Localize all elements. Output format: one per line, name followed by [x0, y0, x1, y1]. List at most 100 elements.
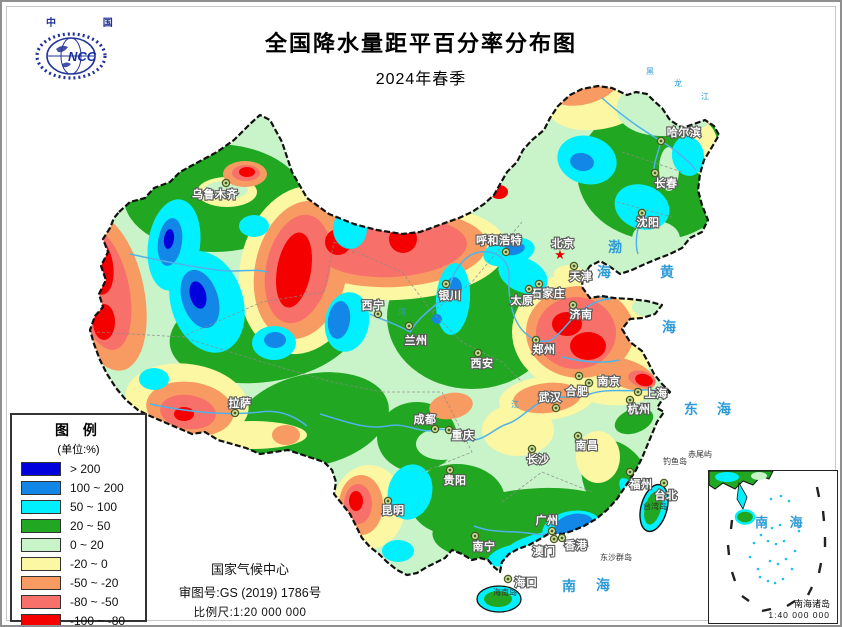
city-dot-center: [636, 390, 640, 394]
circle-gfx: [763, 521, 767, 525]
legend-row: -80 ~ -50: [12, 592, 145, 611]
sea-label: 黄: [660, 264, 674, 280]
minor-island-label: 海南岛: [493, 587, 517, 597]
path-gfx: [561, 356, 621, 363]
minor-island-label: 东沙群岛: [600, 552, 632, 562]
inset-peninsula: [736, 481, 748, 510]
river-name-label: 龙: [674, 78, 682, 88]
circle-gfx: [787, 499, 791, 503]
river-name-label: 河: [398, 307, 406, 317]
circle-gfx: [759, 533, 763, 537]
circle-gfx: [769, 497, 773, 501]
circle-gfx: [779, 494, 783, 498]
river-name-label: 江: [511, 400, 519, 409]
ellipse-gfx: [409, 464, 505, 536]
ellipse-gfx: [163, 229, 175, 249]
circle-gfx: [766, 539, 770, 543]
legend-swatch: [21, 556, 61, 571]
city-dot-center: [653, 171, 657, 175]
ellipse-gfx: [539, 64, 555, 84]
ellipse-gfx: [614, 184, 670, 230]
city-label: 石家庄: [530, 286, 566, 300]
capital-label: 北京: [552, 236, 575, 250]
minor-island-label: 钓鱼岛: [663, 456, 687, 466]
city-label: 郑州: [533, 342, 556, 356]
zone-yellow-small: [554, 265, 584, 283]
inset-sea-label: 南 海: [755, 515, 812, 530]
city-dot-center: [577, 374, 581, 378]
credit-scale: 比例尺:1:20 000 000: [193, 607, 307, 619]
city-dot-center: [376, 312, 380, 316]
circle-gfx: [793, 549, 797, 553]
legend-unit: (单位:%): [57, 444, 100, 456]
capital-star-icon: ★: [554, 247, 566, 262]
city-dot-center: [476, 351, 480, 355]
city-dot-center: [473, 534, 477, 538]
ellipse-gfx: [189, 281, 207, 309]
city-label: 长春: [655, 176, 678, 190]
sea-label: 海: [662, 319, 676, 335]
legend-box: 图 例 (单位:%) > 200 100 ~ 200 50 ~ 100 20 ~…: [10, 413, 147, 625]
city-label: 哈尔滨: [667, 125, 702, 139]
city-dot-center: [572, 264, 576, 268]
legend-label: 100 ~ 200: [70, 480, 124, 495]
inset-hainan: [734, 509, 756, 525]
south-china-sea-inset: 南 海 南海诸岛 1:40 000 000: [708, 470, 838, 624]
city-label: 太原: [510, 293, 534, 307]
legend-row: 50 ~ 100: [12, 497, 145, 516]
ellipse-gfx: [671, 136, 705, 176]
city-label: 拉萨: [229, 396, 252, 410]
path-gfx: [149, 403, 308, 427]
city-label: 上海: [645, 386, 668, 400]
sea-label: 东: [684, 401, 698, 417]
city-dot-center: [233, 411, 237, 415]
logo-continent-2: [62, 62, 71, 68]
city-dot-center: [552, 537, 556, 541]
legend-label: -100 ~ -80: [70, 613, 126, 627]
city-label: 南宁: [473, 539, 496, 553]
ellipse-gfx: [416, 428, 468, 460]
map-credits: 国家气候中心 审图号:GS (2019) 1786号 比例尺:1:20 000 …: [152, 559, 348, 620]
sea-label: 南: [562, 578, 576, 594]
zone-darkblue: [163, 229, 207, 309]
ellipse-gfx: [482, 404, 554, 456]
ellipse-gfx: [387, 464, 433, 520]
city-dot-center: [662, 481, 666, 485]
legend-row: 100 ~ 200: [12, 478, 145, 497]
circle-gfx: [768, 559, 772, 563]
city-dot-center: [571, 303, 575, 307]
path-gfx: [96, 241, 335, 338]
logo-continent: [56, 45, 68, 53]
china-boundary: [88, 84, 721, 577]
inset-scale: 1:40 000 000: [768, 610, 830, 620]
city-label: 西宁: [362, 298, 385, 312]
path-gfx: [129, 253, 268, 273]
city-label: 天津: [570, 269, 593, 283]
city-dot-center: [504, 250, 508, 254]
ellipse-gfx: [239, 167, 255, 177]
minor-island-label: 赤尾屿: [688, 450, 712, 459]
city-label: 澳门: [533, 544, 556, 558]
inset-caption: 南海诸岛: [794, 598, 830, 609]
ellipse-gfx: [614, 407, 654, 435]
ellipse-gfx: [264, 332, 286, 348]
city-label: 福州: [629, 477, 653, 491]
circle-gfx: [432, 314, 442, 324]
ellipse-gfx: [239, 215, 269, 237]
logo-acronym: NCC: [68, 49, 97, 64]
legend-swatch: [21, 480, 61, 495]
legend-label: -20 ~ 0: [70, 556, 108, 571]
circle-gfx: [778, 523, 782, 527]
circle-gfx: [790, 567, 794, 571]
path-gfx: [333, 221, 523, 313]
city-label: 西安: [471, 356, 494, 370]
sea-label: 海: [717, 401, 731, 417]
legend-row: 20 ~ 50: [12, 516, 145, 535]
circle-gfx: [776, 562, 780, 566]
city-dot-center: [628, 470, 632, 474]
legend-row: -100 ~ -80: [12, 611, 145, 627]
legend-row: -50 ~ -20: [12, 573, 145, 592]
inset-coast-palegreen: [751, 472, 767, 480]
city-label: 武汉: [539, 390, 562, 404]
